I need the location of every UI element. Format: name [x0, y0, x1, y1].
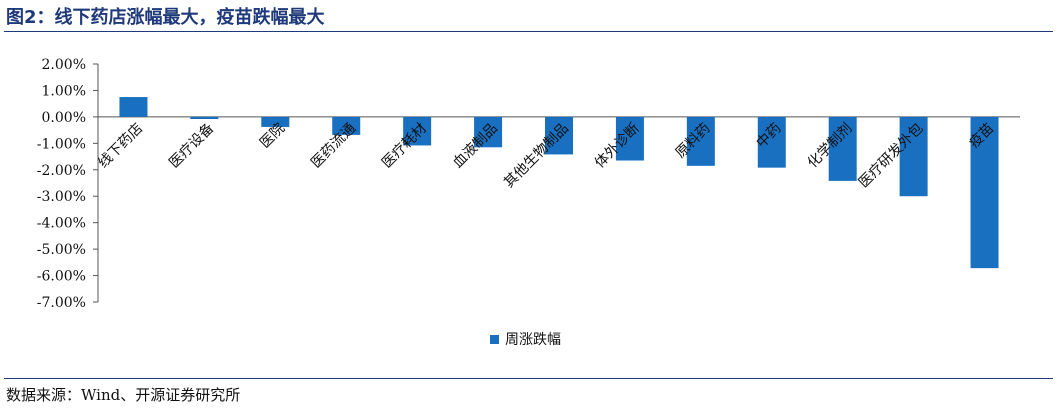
bar — [545, 116, 573, 155]
y-tick-label: -6.00% — [37, 269, 86, 285]
category-label: 医疗设备 — [166, 120, 218, 172]
bar — [686, 116, 715, 166]
source-note: 数据来源：Wind、开源证券研究所 — [6, 386, 241, 404]
y-tick-label: -5.00% — [37, 242, 86, 258]
y-tick-label: -1.00% — [37, 136, 86, 152]
bar — [332, 116, 361, 135]
bar — [615, 116, 644, 161]
bar-chart: 2.00% 1.00% 0.00% -1.00% -2.00% -3.00% -4.00% -… — [37, 57, 1020, 348]
figure-title: 图2：线下药店涨幅最大，疫苗跌幅最大 — [6, 7, 325, 28]
bar — [828, 116, 857, 181]
bottom-divider — [4, 378, 1053, 379]
y-tick-label: -2.00% — [37, 163, 86, 179]
bar — [119, 97, 148, 117]
bar — [899, 116, 928, 197]
legend-swatch — [490, 335, 499, 344]
y-tick-label: -4.00% — [37, 216, 86, 232]
category-label: 其他生物制品 — [501, 120, 572, 191]
bar — [757, 116, 786, 168]
y-tick-label: 1.00% — [42, 83, 86, 99]
y-tick-label: -7.00% — [37, 295, 86, 311]
bar — [403, 116, 432, 146]
bar — [190, 116, 219, 120]
bar — [970, 116, 999, 269]
bar — [474, 116, 503, 148]
y-tick-label: 0.00% — [42, 110, 86, 126]
legend-label: 周涨跌幅 — [505, 332, 561, 348]
top-divider — [4, 31, 1053, 32]
y-tick-label: 2.00% — [42, 57, 86, 73]
category-label: 线下药店 — [95, 120, 146, 171]
bar — [261, 116, 290, 127]
y-tick-label: -3.00% — [37, 189, 86, 205]
